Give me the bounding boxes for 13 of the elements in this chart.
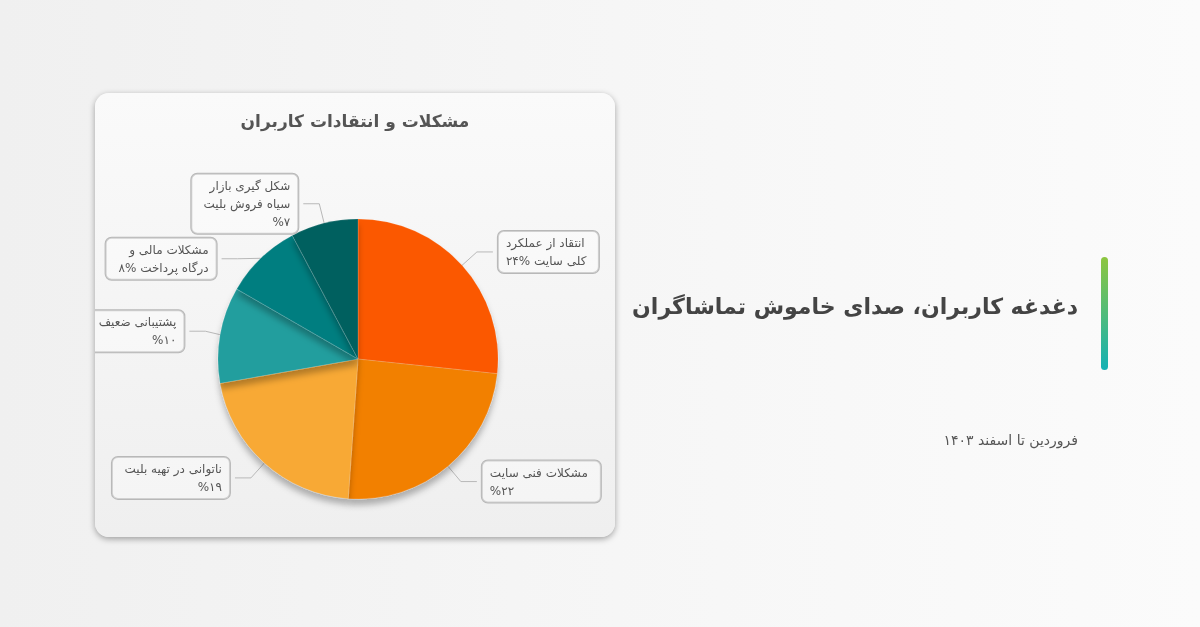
chart-title: مشکلات و انتقادات کاربران (240, 110, 470, 132)
slice-label: انتقاد از عملکرد کلی سایت %۲۴ (505, 235, 587, 268)
data-label: %۲۲ (489, 483, 515, 498)
data-label: %۷ (272, 214, 291, 229)
slice-label: پشتیبانی ضعیف (98, 315, 177, 330)
slice-label: ناتوانی در تهیه بلیت (124, 461, 222, 477)
slice-label: شکل گیری بازار سیاه فروش بلیت (203, 178, 291, 212)
slice-label: مشکلات فنی سایت (489, 465, 588, 480)
data-label: %۱۹ (197, 479, 222, 494)
text: دغدغه کاربران، صدای خاموش تماشاگران (632, 294, 1078, 319)
slice-label: مشکلات مالی و درگاه پرداخت %۸ (118, 242, 209, 276)
data-label: %۱۰ (152, 333, 177, 348)
text: فروردین تا اسفند ۱۴۰۳ (943, 432, 1078, 448)
